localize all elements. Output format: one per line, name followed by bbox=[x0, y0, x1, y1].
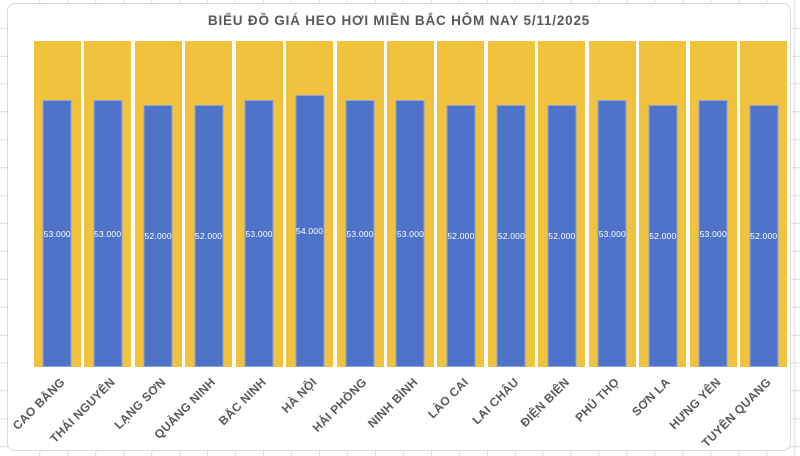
x-axis-label: LÀO CAI bbox=[424, 375, 471, 422]
x-axis-label: PHÚ THỌ bbox=[572, 375, 623, 425]
background-column: 52.000 bbox=[185, 41, 233, 367]
price-bar[interactable]: 52.000 bbox=[143, 105, 173, 367]
background-column: 53.000 bbox=[588, 41, 636, 367]
background-column: 52.000 bbox=[538, 41, 586, 367]
background-column: 53.000 bbox=[235, 41, 283, 367]
bar-value-label: 52.000 bbox=[144, 231, 172, 241]
price-bar[interactable]: 53.000 bbox=[93, 100, 123, 367]
bar-value-label: 52.000 bbox=[649, 231, 677, 241]
price-bar[interactable]: 52.000 bbox=[547, 105, 577, 367]
x-axis-label: LAI CHÂU bbox=[469, 375, 522, 428]
background-column: 53.000 bbox=[689, 41, 737, 367]
plot-area: 53.000 53.000 52.000 52.000 53.000 54.000 53.0… bbox=[32, 41, 789, 367]
background-column: 53.000 bbox=[336, 41, 384, 367]
price-bar[interactable]: 53.000 bbox=[597, 100, 627, 367]
bar-value-label: 53.000 bbox=[598, 228, 626, 239]
price-bar[interactable]: 54.000 bbox=[295, 95, 325, 367]
x-axis-label: NINH BÌNH bbox=[364, 375, 421, 431]
bar-value-label: 52.000 bbox=[497, 231, 526, 241]
bar-value-label: 53.000 bbox=[94, 228, 122, 239]
price-bar[interactable]: 52.000 bbox=[446, 105, 476, 367]
x-axis: CAO BẰNG THÁI NGUYÊN LẠNG SƠN QUẢNG NINH BẮC… bbox=[9, 41, 789, 450]
background-column: 52.000 bbox=[487, 41, 535, 367]
background-column: 53.000 bbox=[33, 41, 81, 367]
bar-value-label: 52.000 bbox=[548, 231, 576, 241]
price-bar[interactable]: 53.000 bbox=[345, 100, 375, 367]
price-bar[interactable]: 52.000 bbox=[496, 105, 526, 367]
bar-value-label: 54.000 bbox=[295, 226, 324, 236]
bar-value-label: 53.000 bbox=[245, 228, 273, 239]
bar-value-label: 52.000 bbox=[195, 231, 223, 241]
bar-value-label: 52.000 bbox=[750, 231, 778, 241]
bar-value-label: 52.000 bbox=[447, 231, 475, 241]
background-column: 52.000 bbox=[740, 41, 788, 367]
background-column: 54.000 bbox=[286, 41, 334, 367]
x-axis-label: ĐIỆN BIÊN bbox=[517, 375, 572, 430]
bar-value-label: 53.000 bbox=[396, 228, 425, 239]
price-bar[interactable]: 53.000 bbox=[244, 100, 274, 367]
background-column: 52.000 bbox=[437, 41, 485, 367]
background-column: 52.000 bbox=[134, 41, 182, 367]
x-axis-label: SƠN LA bbox=[628, 375, 673, 419]
price-bar[interactable]: 53.000 bbox=[395, 100, 425, 367]
chart-frame[interactable]: BIỂU ĐỒ GIÁ HEO HƠI MIỀN BẮC HÔM NAY 5/1… bbox=[7, 3, 791, 451]
price-bar[interactable]: 53.000 bbox=[42, 100, 72, 367]
price-bar[interactable]: 52.000 bbox=[648, 105, 678, 367]
background-column: 53.000 bbox=[84, 41, 132, 367]
background-column: 52.000 bbox=[639, 41, 687, 367]
bar-value-label: 53.000 bbox=[699, 228, 727, 239]
chart-title: BIỂU ĐỒ GIÁ HEO HƠI MIỀN BẮC HÔM NAY 5/1… bbox=[207, 13, 591, 28]
background-column: 53.000 bbox=[386, 41, 435, 367]
bar-value-label: 53.000 bbox=[43, 228, 71, 239]
x-axis-label: HÀ NỘI bbox=[278, 375, 320, 416]
bar-value-label: 53.000 bbox=[346, 228, 374, 239]
x-axis-label: BẮC NINH bbox=[215, 375, 270, 429]
price-bar[interactable]: 53.000 bbox=[698, 100, 728, 367]
price-bar[interactable]: 52.000 bbox=[194, 105, 224, 367]
price-bar[interactable]: 52.000 bbox=[749, 105, 779, 367]
